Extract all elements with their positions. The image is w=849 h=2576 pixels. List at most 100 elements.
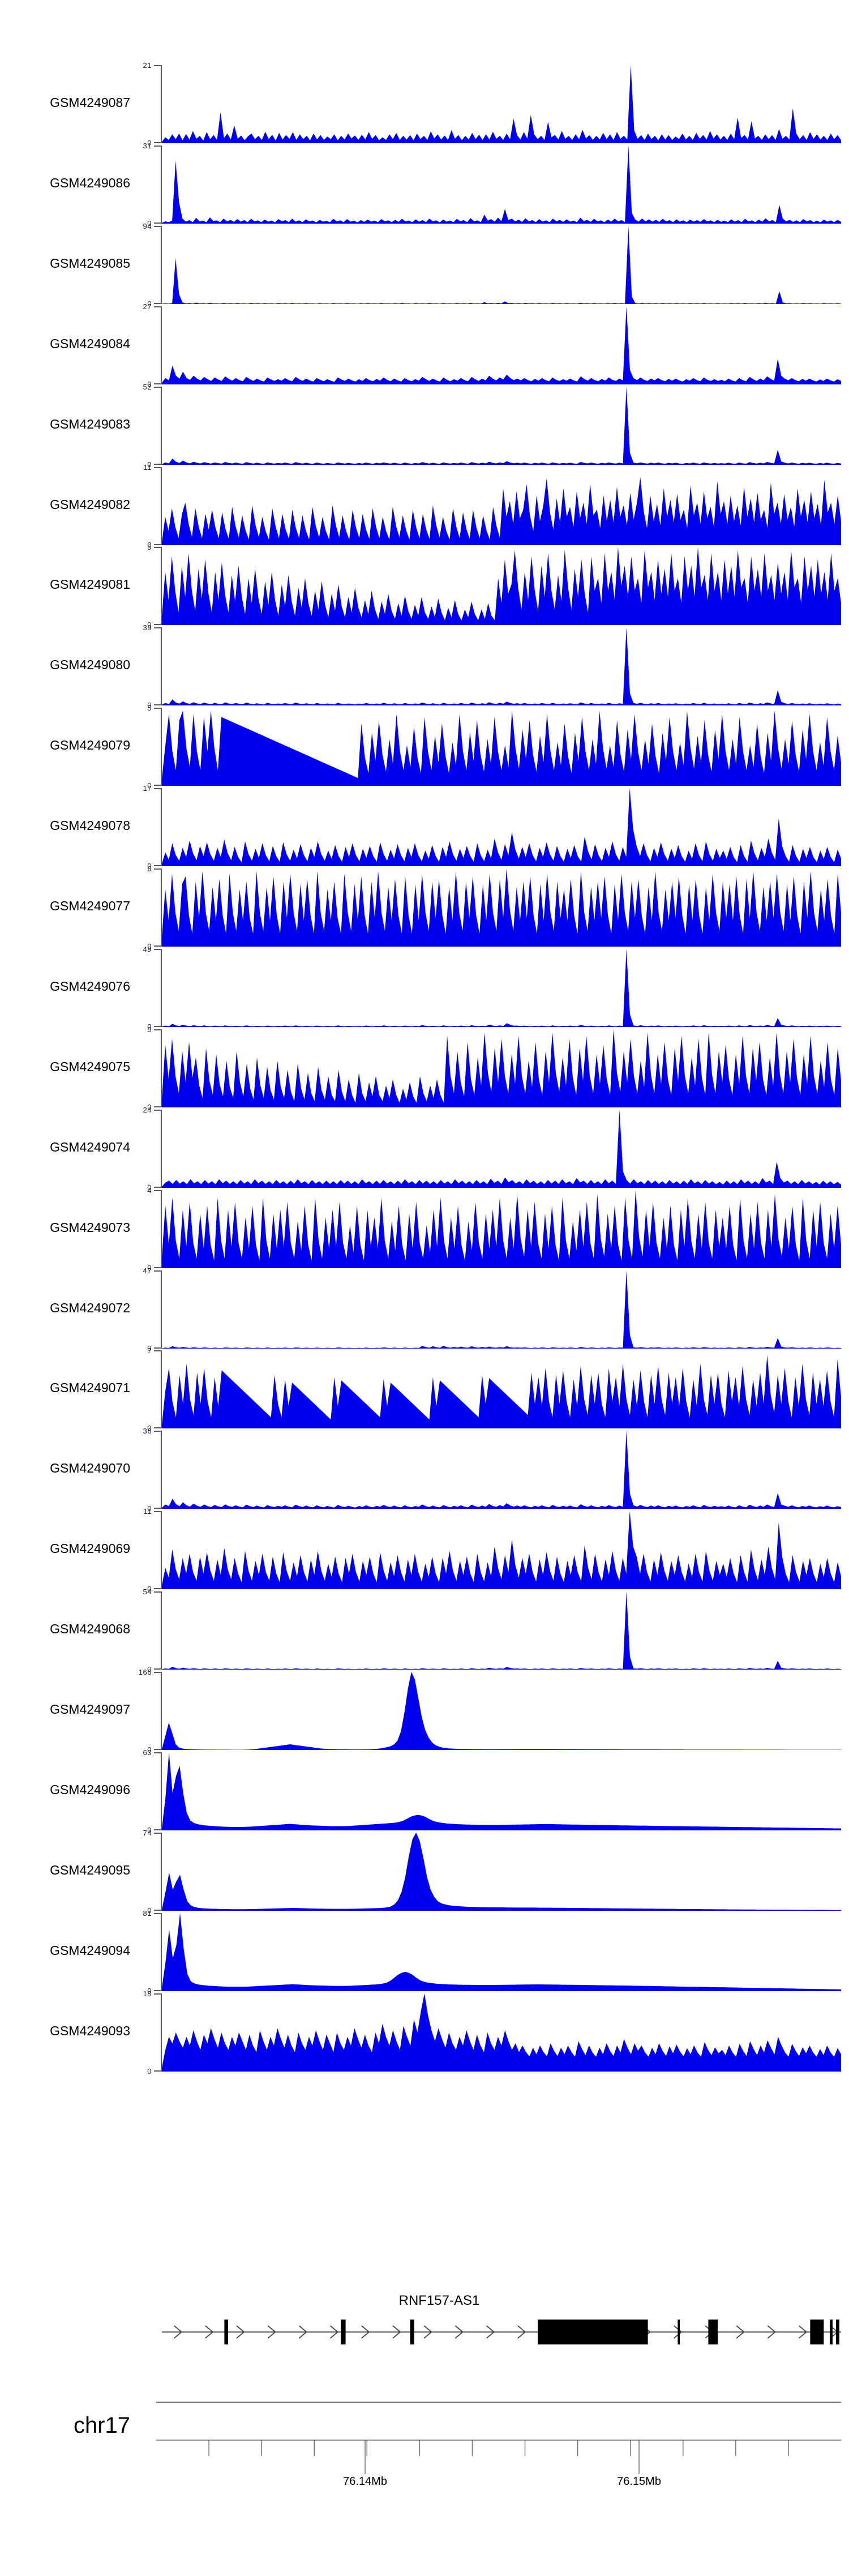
y-axis-min-value: 0 — [147, 1825, 152, 1834]
coverage-area-plot[interactable] — [162, 1029, 841, 1107]
coverage-area-plot[interactable] — [162, 1511, 841, 1590]
track-y-axis: 94 0 — [143, 222, 162, 307]
y-axis-tick-max — [154, 868, 162, 870]
coverage-area-plot[interactable] — [162, 1993, 841, 2072]
y-axis-max-value: 21 — [143, 61, 152, 70]
y-axis-tick-min — [154, 945, 162, 947]
y-axis-line — [161, 1431, 162, 1509]
coverage-area-plot[interactable] — [162, 306, 841, 384]
y-axis-tick-min — [154, 1266, 162, 1268]
axis-top-rule — [156, 2402, 841, 2403]
track-sample-label: GSM4249093 — [50, 2023, 130, 2038]
track-sample-label: GSM4249078 — [50, 818, 130, 833]
y-axis-tick-min — [154, 2070, 162, 2072]
track-sample-label: GSM4249077 — [50, 898, 130, 913]
y-axis-tick-max — [154, 225, 162, 227]
coverage-area-plot[interactable] — [162, 708, 841, 786]
track-y-axis: 11 0 — [144, 464, 162, 549]
coverage-area-plot[interactable] — [162, 1912, 841, 1991]
chromosome-label: chr17 — [73, 2413, 130, 2438]
y-axis-min-value: 0 — [147, 1343, 152, 1353]
y-axis-line — [161, 1912, 162, 1991]
y-axis-tick-min — [154, 1106, 162, 1107]
y-axis-line — [161, 1591, 162, 1670]
coverage-area-plot[interactable] — [162, 1832, 841, 1911]
y-axis-max-value: 6 — [147, 865, 152, 873]
coverage-area-plot[interactable] — [162, 547, 841, 626]
y-axis-tick-max — [154, 1832, 162, 1834]
coverage-area-plot[interactable] — [162, 1672, 841, 1750]
track-sample-label: GSM4249069 — [50, 1541, 130, 1556]
track-sample-label: GSM4249087 — [50, 95, 130, 110]
y-axis-tick-max — [154, 467, 162, 468]
coverage-area-plot[interactable] — [162, 1350, 841, 1429]
track-y-axis: 49 0 — [143, 945, 162, 1031]
coverage-track: GSM4249079 5 0 — [0, 704, 849, 790]
y-axis-min-value: 0 — [147, 1504, 152, 1513]
y-axis-line — [161, 1993, 162, 2072]
y-axis-max-value: 52 — [143, 382, 152, 391]
y-axis-min-value: 0 — [147, 460, 152, 469]
coverage-track: GSM4249086 31 0 — [0, 142, 849, 227]
y-axis-max-value: 17 — [143, 784, 152, 793]
y-axis-tick-max — [154, 547, 162, 549]
y-axis-tick-max — [154, 1270, 162, 1272]
coverage-area-plot[interactable] — [162, 788, 841, 867]
y-axis-line — [161, 788, 162, 867]
y-axis-min-value: 0 — [147, 1022, 152, 1031]
coverage-track: GSM4249072 47 0 — [0, 1267, 849, 1353]
coverage-area-plot[interactable] — [162, 1591, 841, 1670]
y-axis-tick-min — [154, 1829, 162, 1830]
y-axis-tick-max — [154, 1752, 162, 1753]
coverage-track: GSM4249085 94 0 — [0, 222, 849, 307]
coverage-track: GSM4249083 52 0 — [0, 383, 849, 469]
coverage-track: GSM4249096 63 0 — [0, 1749, 849, 1834]
coverage-area-plot[interactable] — [162, 1189, 841, 1268]
track-y-axis: 47 0 — [143, 1267, 162, 1353]
coverage-area-plot[interactable] — [162, 145, 841, 224]
gene-model-graphic[interactable] — [162, 2314, 841, 2350]
y-axis-min-value: 0 — [147, 2066, 152, 2076]
coverage-area-plot[interactable] — [162, 1752, 841, 1830]
y-axis-tick-min — [154, 1668, 162, 1670]
track-sample-label: GSM4249071 — [50, 1380, 130, 1396]
y-axis-tick-max — [154, 1912, 162, 1914]
coverage-area-plot[interactable] — [162, 467, 841, 545]
coverage-area-plot[interactable] — [162, 65, 841, 143]
coverage-track: GSM4249087 21 0 — [0, 61, 849, 147]
coverage-track: GSM4249075 5 0 — [0, 1026, 849, 1111]
y-axis-tick-min — [154, 1025, 162, 1027]
y-axis-min-value: 0 — [147, 1665, 152, 1674]
y-axis-tick-max — [154, 1350, 162, 1352]
y-axis-tick-min — [154, 624, 162, 626]
coverage-area-plot[interactable] — [162, 225, 841, 304]
coverage-area-plot[interactable] — [162, 1109, 841, 1188]
y-axis-line — [161, 306, 162, 384]
coverage-track: GSM4249094 81 0 — [0, 1910, 849, 1995]
y-axis-line — [161, 1029, 162, 1107]
coverage-area-plot[interactable] — [162, 1431, 841, 1509]
y-axis-line — [161, 547, 162, 626]
y-axis-line — [161, 1270, 162, 1349]
coverage-area-plot[interactable] — [162, 1270, 841, 1349]
track-sample-label: GSM4249083 — [50, 416, 130, 431]
y-axis-min-value: 0 — [147, 781, 152, 790]
coverage-area-plot[interactable] — [162, 868, 841, 947]
y-axis-max-value: 18 — [143, 1989, 152, 1998]
coordinate-ruler[interactable]: 76.14Mb 76.15Mb — [156, 2439, 841, 2501]
y-axis-tick-max — [154, 948, 162, 950]
y-axis-line — [161, 708, 162, 786]
coverage-track: GSM4249093 18 0 — [0, 1989, 849, 2076]
coverage-track: GSM4249076 49 0 — [0, 945, 849, 1031]
y-axis-min-value: 0 — [147, 139, 152, 147]
y-axis-line — [161, 1109, 162, 1188]
y-axis-tick-max — [154, 788, 162, 790]
coverage-area-plot[interactable] — [162, 627, 841, 706]
track-sample-label: GSM4249074 — [50, 1139, 130, 1154]
coverage-area-plot[interactable] — [162, 948, 841, 1027]
coverage-area-plot[interactable] — [162, 386, 841, 465]
y-axis-max-value: 74 — [143, 1828, 152, 1837]
y-axis-max-value: 36 — [143, 1427, 152, 1436]
